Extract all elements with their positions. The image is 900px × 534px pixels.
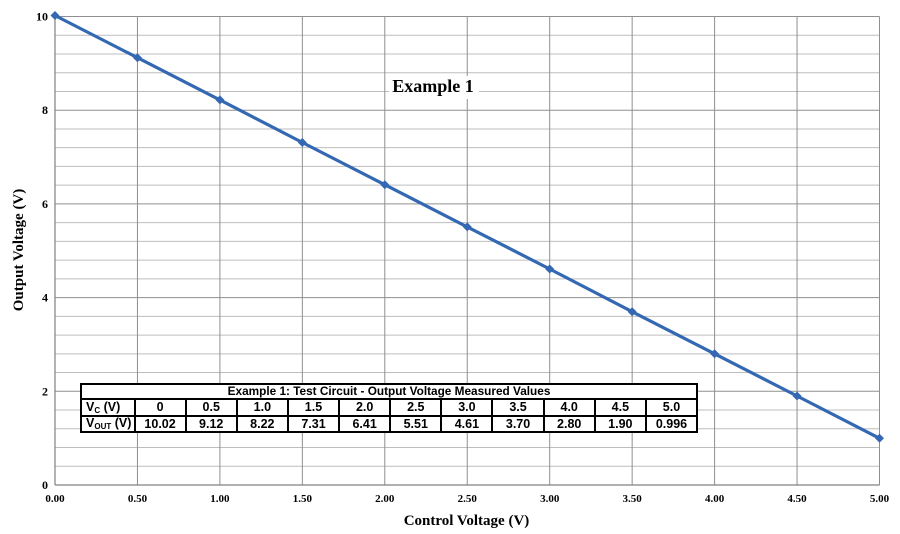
svg-text:6: 6 <box>42 197 48 211</box>
svg-text:4.50: 4.50 <box>787 493 807 505</box>
svg-text:3.50: 3.50 <box>623 493 643 505</box>
svg-text:1.00: 1.00 <box>210 493 230 505</box>
svg-text:0.50: 0.50 <box>128 493 148 505</box>
svg-text:4: 4 <box>42 291 48 305</box>
svg-text:2: 2 <box>42 384 48 398</box>
svg-text:5.00: 5.00 <box>870 493 890 505</box>
svg-text:1.50: 1.50 <box>293 493 313 505</box>
svg-text:10: 10 <box>36 10 48 24</box>
svg-text:Example 1: Example 1 <box>392 76 474 96</box>
svg-text:Output Voltage (V): Output Voltage (V) <box>11 189 27 312</box>
svg-text:0: 0 <box>42 478 48 492</box>
svg-text:8: 8 <box>42 103 48 117</box>
svg-text:4.00: 4.00 <box>705 493 725 505</box>
svg-text:2.50: 2.50 <box>458 493 478 505</box>
svg-text:2.00: 2.00 <box>375 493 395 505</box>
svg-text:3.00: 3.00 <box>540 493 560 505</box>
svg-text:Control Voltage (V): Control Voltage (V) <box>404 513 530 529</box>
svg-text:0.00: 0.00 <box>45 493 65 505</box>
